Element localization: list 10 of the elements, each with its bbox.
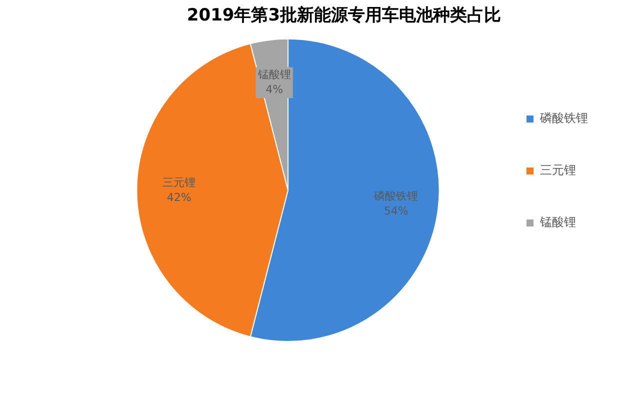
- legend-label: 三元锂: [540, 163, 576, 178]
- data-label: 54%: [384, 204, 408, 218]
- legend-label: 锰酸锂: [539, 215, 576, 230]
- data-label: 42%: [166, 191, 192, 204]
- legend-label: 磷酸铁锂: [539, 111, 588, 126]
- slice-label: 磷酸铁锂: [373, 190, 418, 203]
- slice-label: 三元锂: [162, 176, 196, 190]
- slice-label: 锰酸锂: [256, 68, 291, 81]
- data-label: 4%: [266, 82, 284, 96]
- chart-title: 2019年第3批新能源专用车电池种类占比: [186, 6, 502, 26]
